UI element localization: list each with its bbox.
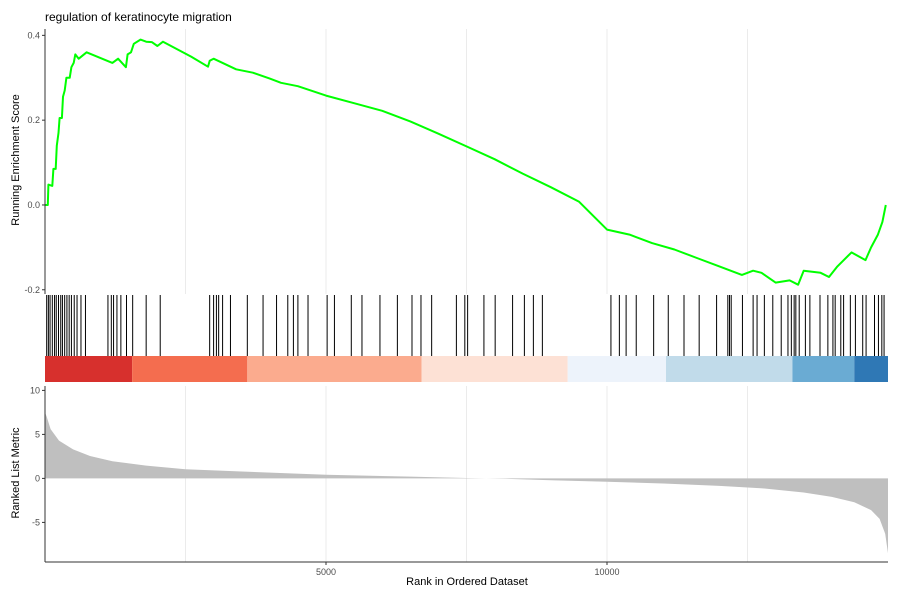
es-y-tick-label: 0.0 <box>27 200 40 210</box>
rank-color-segment <box>132 356 248 382</box>
rank-color-segment <box>247 356 422 382</box>
enrichment-score-line <box>45 38 887 286</box>
es-y-axis-label: Running Enrichment Score <box>10 94 22 225</box>
es-y-tick-label: 0.4 <box>27 30 40 40</box>
es-y-tick-label: 0.2 <box>27 115 40 125</box>
rank-color-segment <box>45 356 133 382</box>
rank-color-segment <box>421 356 568 382</box>
rank-color-segment <box>666 356 793 382</box>
rank-color-segment <box>567 356 667 382</box>
ranked-metric-area <box>45 412 888 554</box>
metric-y-tick-label: -5 <box>32 517 40 527</box>
x-axis-label: Rank in Ordered Dataset <box>406 576 528 588</box>
metric-y-tick-label: 5 <box>35 429 40 439</box>
x-tick-label: 10000 <box>594 567 619 577</box>
rank-color-segment <box>854 356 888 382</box>
metric-y-tick-label: 10 <box>30 385 40 395</box>
x-tick-label: 5000 <box>316 567 336 577</box>
metric-y-axis-label: Ranked List Metric <box>10 427 22 519</box>
es-y-tick-label: -0.2 <box>24 285 40 295</box>
chart-title: regulation of keratinocyte migration <box>45 10 232 24</box>
rank-color-segment <box>792 356 855 382</box>
metric-y-tick-label: 0 <box>35 473 40 483</box>
